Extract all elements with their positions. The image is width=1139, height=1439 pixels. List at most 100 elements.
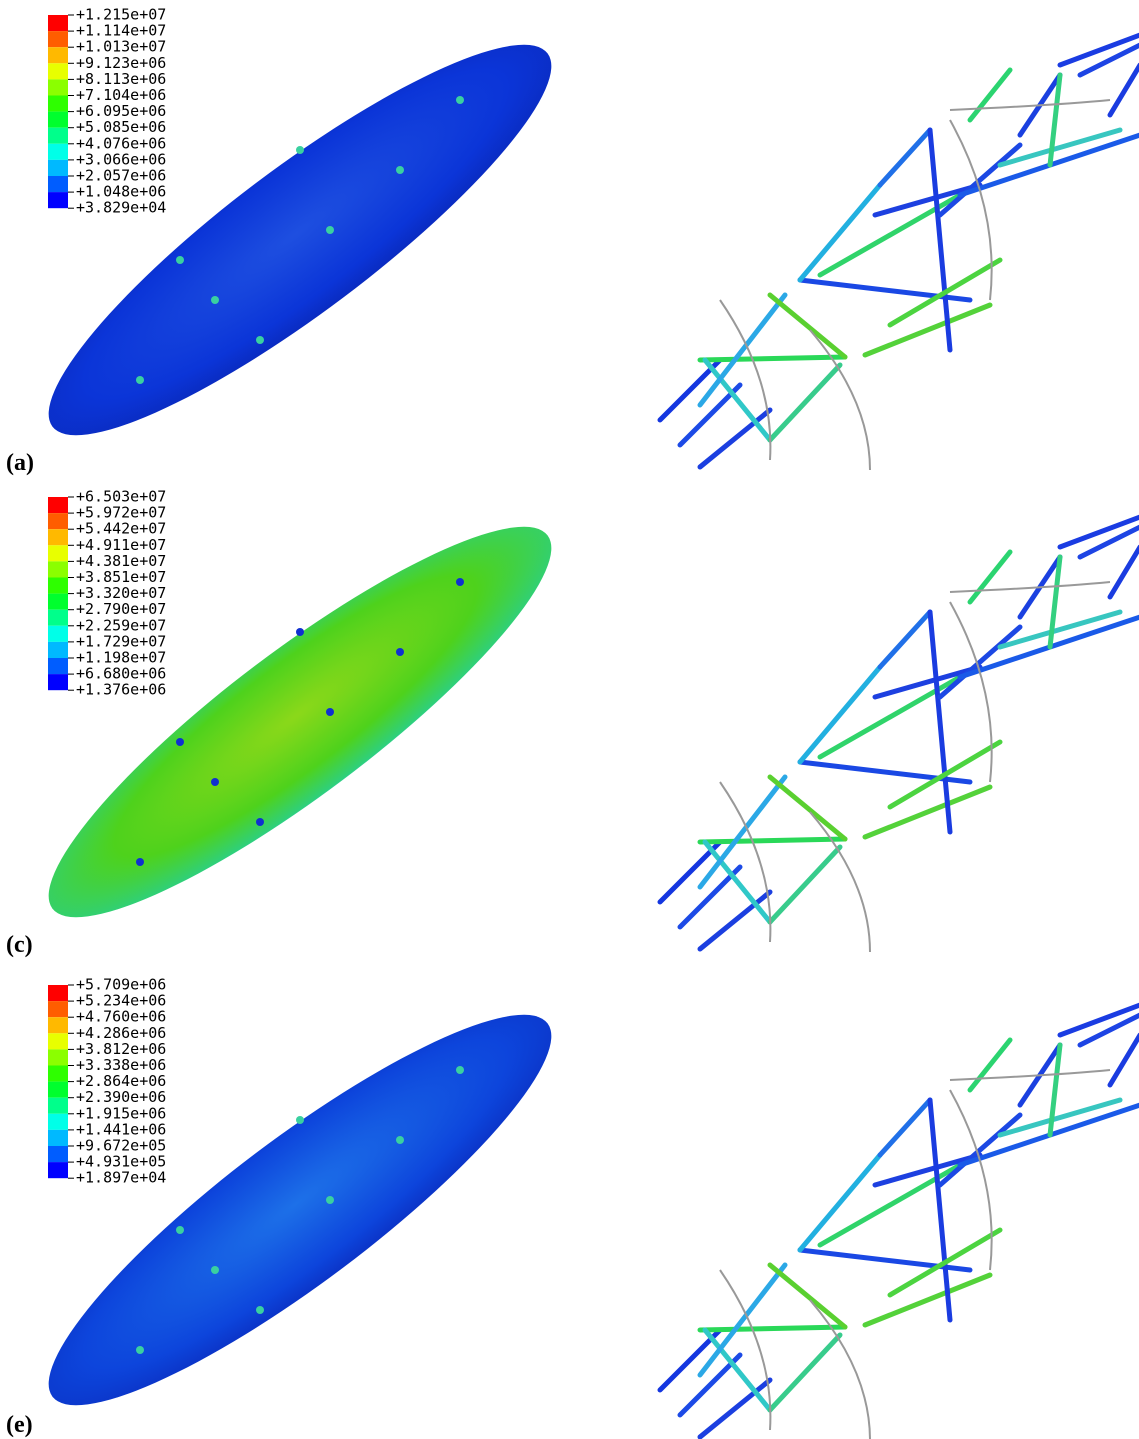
- surface-spot: [176, 256, 184, 264]
- surface-spot: [396, 166, 404, 174]
- truss-member: [1047, 72, 1063, 168]
- legend-band: [48, 63, 68, 80]
- surface-spot: [296, 1116, 304, 1124]
- legend-band: [48, 111, 68, 128]
- truss-member: [1047, 1042, 1063, 1138]
- truss-member: [877, 127, 933, 188]
- surface-spot: [456, 578, 464, 586]
- legend-band: [48, 1049, 68, 1066]
- truss-member: [677, 864, 743, 930]
- cable: [719, 299, 772, 461]
- surface-spot: [456, 1066, 464, 1074]
- legend-label: +6.503e+07: [76, 488, 166, 506]
- panel-label: (e): [6, 1412, 33, 1438]
- legend-label: +5.709e+06: [76, 976, 166, 994]
- truss-member: [1077, 524, 1139, 560]
- truss-member: [877, 609, 933, 670]
- legend-label: +2.790e+07: [76, 600, 166, 618]
- surface-spot: [211, 296, 219, 304]
- cable: [719, 1269, 772, 1431]
- legend-label: +3.338e+06: [76, 1056, 166, 1074]
- truss-member: [1107, 544, 1139, 600]
- legend-label: +3.320e+07: [76, 584, 166, 602]
- truss-member: [697, 1377, 773, 1439]
- truss-member: [697, 1324, 848, 1333]
- legend-label: +4.076e+06: [76, 134, 166, 152]
- panel-label: (c): [6, 932, 33, 958]
- legend-label: +2.259e+07: [76, 616, 166, 634]
- legend-band: [48, 1017, 68, 1034]
- legend-band: [48, 47, 68, 64]
- legend-band: [48, 1113, 68, 1130]
- cable: [949, 1069, 1111, 1081]
- surface-spot: [176, 1226, 184, 1234]
- legend-label: +6.095e+06: [76, 102, 166, 120]
- surface-spot: [396, 648, 404, 656]
- legend-label: +1.198e+07: [76, 649, 166, 667]
- surface-spot: [256, 336, 264, 344]
- surface-spot: [296, 146, 304, 154]
- truss-member: [1077, 42, 1139, 78]
- truss-member: [697, 774, 788, 890]
- truss-member: [872, 664, 983, 700]
- truss-member: [767, 292, 848, 360]
- contour-body: [48, 1014, 552, 1406]
- truss-member: [1077, 1012, 1139, 1048]
- truss-member: [677, 1352, 743, 1418]
- truss-member: [937, 624, 1023, 700]
- legend-label: +3.829e+04: [76, 199, 166, 217]
- surface-spot: [136, 858, 144, 866]
- legend-band: [48, 1001, 68, 1018]
- truss-member: [1107, 62, 1139, 118]
- surface-spot: [296, 628, 304, 636]
- legend-label: +3.812e+06: [76, 1040, 166, 1058]
- truss-member: [887, 1227, 1003, 1298]
- truss-member: [967, 67, 1013, 123]
- truss-member: [862, 302, 993, 358]
- truss-member: [1047, 554, 1063, 650]
- legend-band: [48, 545, 68, 562]
- truss-member: [887, 257, 1003, 328]
- surface-spot: [256, 818, 264, 826]
- legend-band: [48, 143, 68, 160]
- surface-spot: [396, 1136, 404, 1144]
- legend-band: [48, 1097, 68, 1114]
- truss-member: [767, 774, 848, 842]
- truss-member: [697, 354, 848, 363]
- legend-band: [48, 31, 68, 48]
- legend-band: [48, 529, 68, 546]
- truss-member: [967, 1037, 1013, 1093]
- truss-member: [997, 1097, 1123, 1138]
- legend-label: +5.442e+07: [76, 520, 166, 538]
- legend-band: [48, 641, 68, 658]
- legend-label: +6.680e+06: [76, 665, 166, 683]
- truss-member: [697, 836, 848, 845]
- cable: [809, 329, 871, 471]
- legend-band: [48, 1146, 68, 1163]
- legend-band: [48, 561, 68, 578]
- legend-band: [48, 79, 68, 96]
- legend-band: [48, 176, 68, 193]
- legend-label: +5.085e+06: [76, 118, 166, 136]
- legend-label: +1.114e+07: [76, 22, 166, 40]
- legend-band: [48, 1162, 68, 1179]
- truss-member: [967, 549, 1013, 605]
- truss-member: [1057, 1002, 1139, 1038]
- truss-member: [887, 739, 1003, 810]
- cable: [949, 1089, 993, 1271]
- panel: +5.709e+06+5.234e+06+4.760e+06+4.286e+06…: [6, 976, 552, 1438]
- panel-label: (a): [6, 450, 34, 476]
- truss-member: [797, 664, 883, 765]
- panel: +6.503e+07+5.972e+07+5.442e+07+4.911e+07…: [6, 488, 552, 958]
- cable: [809, 811, 871, 953]
- truss-member: [862, 784, 993, 840]
- surface-spot: [136, 376, 144, 384]
- truss-member: [872, 182, 983, 218]
- legend-band: [48, 127, 68, 144]
- legend-band: [48, 513, 68, 530]
- cable: [809, 1299, 871, 1439]
- truss-member: [697, 1262, 788, 1378]
- truss-member: [927, 609, 953, 835]
- truss-member: [767, 362, 843, 443]
- truss-member: [997, 127, 1123, 168]
